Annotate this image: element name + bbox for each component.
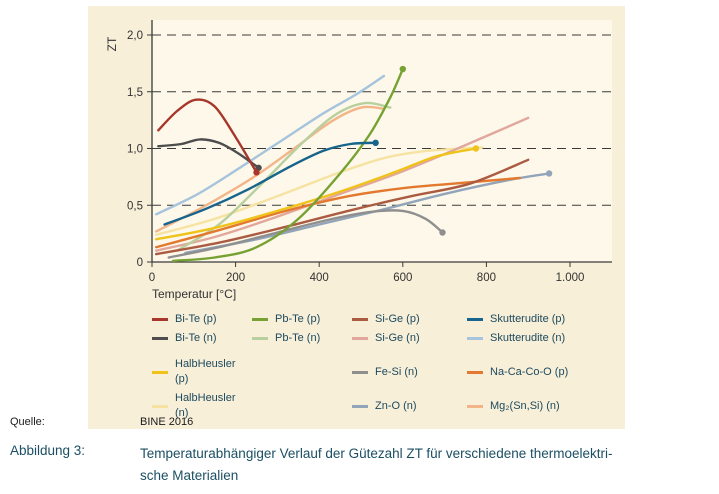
chart-canvas: 0 0,5 1,0 1,5 2,0 0 200 400 600 800 1.000 ZT Tempera…	[105, 20, 612, 301]
legend-label: Bi-Te (n)	[175, 332, 217, 344]
y-tick-label: 0,5	[127, 200, 143, 212]
legend-item: Pb-Te (p)	[252, 312, 352, 327]
x-tick-label: 800	[477, 272, 496, 284]
legend-swatch	[252, 337, 268, 340]
figure-caption-line1: Temperaturabhängiger Verlauf der Gütezah…	[140, 446, 613, 461]
legend-item: Pb-Te (n)	[252, 331, 352, 346]
x-tick-label: 0	[149, 272, 155, 284]
legend-item: Bi-Te (p)	[152, 312, 252, 327]
legend-item: Skutterudite (p)	[467, 312, 612, 327]
series-line	[157, 138, 260, 169]
series-line	[155, 158, 530, 256]
legend-label: Si-Ge (p)	[375, 313, 420, 325]
legend-swatch	[467, 404, 483, 408]
series-end-dot	[439, 229, 446, 236]
legend-label: Si-Ge (n)	[375, 332, 420, 344]
series-line	[155, 147, 478, 241]
legend-swatch	[152, 337, 168, 340]
legend-item: Zn-O (n)	[352, 391, 467, 421]
legend-label: Na-Ca-Co-O (p)	[490, 365, 569, 378]
legend-group: Bi-Te (p) Bi-Te (n) Pb-Te (p) Pb-Te (n) Si-G…	[152, 312, 625, 346]
legend-label: Mg₂(Sn,Si) (n)	[490, 399, 560, 412]
legend-swatch	[152, 404, 168, 408]
legend-label: Pb-Te (p)	[275, 313, 321, 325]
legend-label: HalbHeusler (p)	[175, 358, 236, 385]
series-line	[175, 101, 392, 252]
series-line	[155, 74, 386, 216]
series-line	[163, 141, 377, 226]
figure-caption-text: Temperaturabhängiger Verlauf der Gütezah…	[140, 443, 613, 486]
source-value: BINE 2016	[140, 416, 194, 428]
x-tick-label: 1.000	[556, 272, 585, 284]
chart-legend: Bi-Te (p) Bi-Te (n) Pb-Te (p) Pb-Te (n) Si-G…	[152, 312, 625, 421]
series-line	[155, 105, 386, 233]
y-axis-title: ZT	[105, 36, 119, 51]
x-tick-label: 400	[310, 272, 329, 284]
legend-item: HalbHeusler (p)	[152, 357, 252, 387]
legend-item: Si-Ge (p)	[352, 312, 467, 327]
legend-label: Skutterudite (n)	[490, 332, 566, 344]
series-line	[171, 67, 404, 263]
legend-swatch	[352, 337, 368, 340]
source-row: Quelle: BINE 2016	[10, 416, 193, 428]
x-tick-label: 600	[393, 272, 412, 284]
source-label: Quelle:	[10, 416, 45, 428]
series-end-dot	[399, 65, 406, 73]
legend-swatch	[352, 370, 368, 374]
series-line	[157, 98, 258, 174]
series-line	[167, 209, 444, 259]
series-end-dot	[545, 170, 553, 177]
series-end-dot	[253, 169, 260, 176]
figure-caption-line2: sche Materialien	[140, 467, 239, 483]
legend-label: Zn-O (n)	[375, 399, 417, 412]
series-end-dot	[472, 145, 480, 152]
legend-item: Skutterudite (n)	[467, 331, 612, 346]
legend-swatch	[252, 318, 268, 321]
legend-swatch	[152, 318, 168, 321]
plot-area	[152, 20, 612, 262]
legend-item: HalbHeusler (n)	[152, 391, 252, 421]
series-line	[155, 176, 521, 249]
series-line	[155, 116, 530, 252]
legend-label: Fe-Si (n)	[375, 365, 418, 378]
series-end-dot	[372, 139, 379, 147]
legend-item: Si-Ge (n)	[352, 331, 467, 346]
legend-item: Bi-Te (n)	[152, 331, 252, 346]
legend-label: Pb-Te (n)	[275, 332, 321, 344]
legend-swatch	[467, 370, 483, 374]
y-tick-label: 0	[137, 257, 143, 269]
legend-swatch	[352, 318, 368, 321]
y-tick-label: 1,5	[127, 87, 143, 99]
figure-panel: 0 0,5 1,0 1,5 2,0 0 200 400 600 800 1.000 ZT Tempera…	[88, 6, 625, 429]
legend-item: Mg₂(Sn,Si) (n)	[467, 391, 612, 421]
figure-caption: Abbildung 3: Temperaturabhängiger Verlau…	[10, 443, 613, 486]
legend-group: HalbHeusler (p) HalbHeusler (n) Fe-Si (n) Z…	[152, 357, 625, 421]
legend-swatch	[152, 370, 168, 374]
legend-swatch	[467, 318, 483, 321]
legend-label: Skutterudite (p)	[490, 313, 566, 325]
legend-label: Bi-Te (p)	[175, 313, 217, 325]
legend-item: Na-Ca-Co-O (p)	[467, 357, 612, 387]
x-tick-label: 200	[226, 272, 245, 284]
legend-item: Fe-Si (n)	[352, 357, 467, 387]
y-tick-label: 1,0	[127, 144, 143, 156]
x-axis-title: Temperatur [°C]	[152, 287, 236, 301]
legend-swatch	[352, 404, 368, 408]
y-tick-label: 2,0	[127, 30, 143, 42]
legend-swatch	[467, 337, 483, 340]
figure-caption-label: Abbildung 3:	[10, 443, 86, 458]
legend-label: HalbHeusler (n)	[175, 392, 236, 419]
